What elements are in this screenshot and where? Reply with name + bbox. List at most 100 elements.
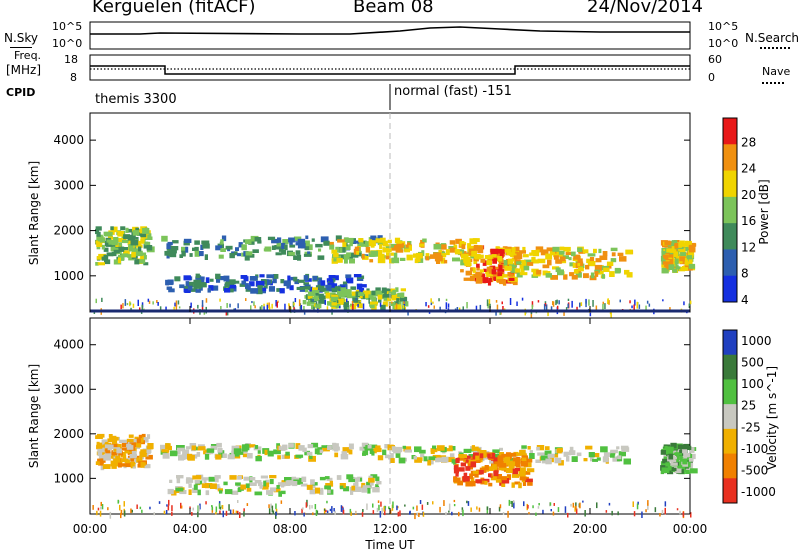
echo-cell [389,509,392,515]
echo-cell [401,305,404,310]
echo-cell [281,250,286,255]
echo-cell [139,252,143,256]
echo-cell [271,245,276,250]
echo-cell [384,506,387,509]
echo-cell [453,504,456,507]
echo-cell [171,505,173,512]
echo-cell [571,456,578,462]
echo-cell [458,511,460,517]
echo-cell [370,301,378,305]
echo-cell [195,289,201,293]
echo-cell [327,445,332,450]
echo-cell [525,478,533,483]
echo-cell [664,240,671,246]
echo-cell [326,477,333,481]
echo-cell [546,247,554,252]
echo-cell [501,301,503,305]
echo-cell [676,455,680,461]
echo-cell [479,269,484,273]
echo-cell [220,306,222,310]
echo-cell [169,479,173,483]
echo-cell [371,296,377,303]
echo-cell [138,437,144,443]
echo-cell [517,452,522,456]
echo-cell [101,244,105,250]
echo-cell [501,482,506,487]
echo-cell [537,452,545,456]
echo-cell [403,301,405,304]
echo-cell [323,508,326,511]
echo-cell [610,450,616,456]
echo-cell [219,298,221,302]
echo-cell [522,482,527,486]
echo-cell [602,456,609,463]
echo-cell [532,505,534,509]
echo-cell [498,506,501,512]
echo-cell [191,445,197,451]
echo-cell [140,232,147,238]
echo-cell [225,245,233,250]
echo-cell [486,260,491,264]
echo-cell [687,445,692,450]
echo-cell [400,288,406,292]
echo-cell [193,484,198,490]
echo-cell [325,287,333,292]
echo-cell [565,252,572,255]
echo-cell [317,304,319,309]
echo-cell [375,287,381,292]
echo-cell [301,508,303,514]
echo-cell [235,482,241,486]
echo-cell [484,480,488,485]
echo-cell [197,304,199,309]
echo-cell [336,300,339,304]
x-tick-label: 00:00 [673,522,708,536]
echo-cell [671,240,678,245]
echo-cell [288,303,290,306]
echo-cell [219,506,222,510]
echo-cell [502,246,508,251]
echo-cell [523,471,531,475]
echo-cell [395,287,399,292]
echo-cell [252,249,259,253]
echo-cell [311,304,315,310]
echo-cell [128,244,134,249]
echo-cell [343,302,348,308]
echo-cell [284,454,290,459]
echo-cell [336,475,342,480]
echo-cell [449,247,456,253]
echo-cell [146,446,154,450]
echo-cell [558,300,560,305]
echo-cell [412,506,415,510]
echo-cell [497,455,504,462]
echo-cell [689,462,694,467]
echo-cell [402,301,409,307]
echo-cell [98,253,107,258]
echo-cell [572,262,578,268]
echo-cell [451,511,453,516]
echo-cell [200,282,207,288]
echo-cell [342,281,348,287]
echo-cell [621,447,630,452]
echo-cell [311,238,315,242]
echo-cell [178,306,181,309]
colorbar-tick-label: 4 [741,293,749,307]
echo-cell [553,503,555,506]
echo-cell [406,254,413,261]
echo-cell [425,302,427,307]
echo-cell [234,451,240,457]
echo-cell [362,256,369,260]
echo-cell [276,301,278,308]
colorbar-tick-label: 100 [741,377,764,391]
echo-cell [183,275,191,281]
echo-cell [267,279,271,285]
echo-cell [99,510,102,517]
echo-cell [398,457,406,464]
echo-cell [674,468,682,474]
echo-cell [686,465,693,470]
echo-cell [142,228,150,234]
echo-cell [552,301,554,305]
echo-cell [243,511,245,517]
echo-cell [542,509,544,514]
echo-cell [98,236,104,241]
nsky-label: N.Sky [4,31,39,45]
